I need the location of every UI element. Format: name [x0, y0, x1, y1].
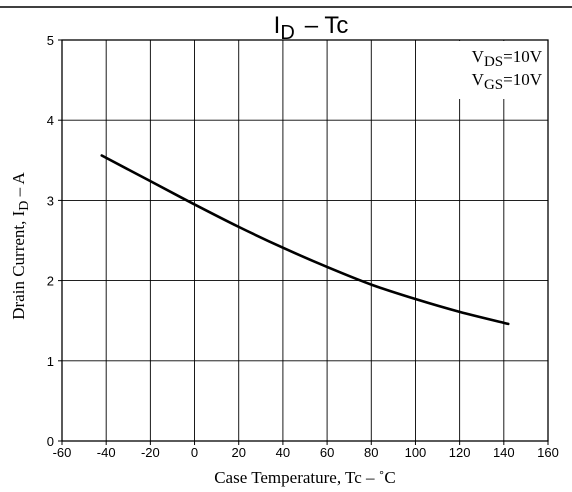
- y-tick-label: 5: [47, 33, 54, 48]
- y-tick-label: 4: [47, 113, 54, 128]
- series-layer: [100, 154, 510, 326]
- x-tick-label: 60: [320, 445, 334, 460]
- x-tick-label: -20: [141, 445, 160, 460]
- x-tick-label: -60: [53, 445, 72, 460]
- x-tick-label: 0: [191, 445, 198, 460]
- x-tick-label: 20: [231, 445, 245, 460]
- y-tick-label: 0: [47, 434, 54, 449]
- tick-labels: -60 -40 -20 0 20 40 60 80 100 120 140 160 0 1 2 3 4 5: [47, 33, 559, 460]
- x-tick-label: 140: [493, 445, 515, 460]
- condition-vgs: VGS=10V: [472, 70, 543, 93]
- conditions-box: [445, 41, 547, 99]
- series-line: [100, 154, 510, 326]
- condition-vds: VDS=10V: [472, 47, 543, 70]
- chart-title: ID – Tc: [274, 12, 349, 44]
- x-tick-label: 120: [449, 445, 471, 460]
- x-tick-label: 160: [537, 445, 559, 460]
- y-tick-label: 2: [47, 274, 54, 289]
- y-tick-label: 1: [47, 354, 54, 369]
- x-tick-label: 80: [364, 445, 378, 460]
- x-tick-label: -40: [97, 445, 116, 460]
- x-tick-label: 100: [405, 445, 427, 460]
- x-axis-label: Case Temperature, Tc – ˚C: [214, 468, 396, 487]
- y-axis-label: Drain Current, ID – A: [9, 172, 32, 320]
- y-tick-label: 3: [47, 193, 54, 208]
- plot-frame: [61, 39, 549, 442]
- grid: [58, 39, 549, 445]
- x-tick-label: 40: [276, 445, 290, 460]
